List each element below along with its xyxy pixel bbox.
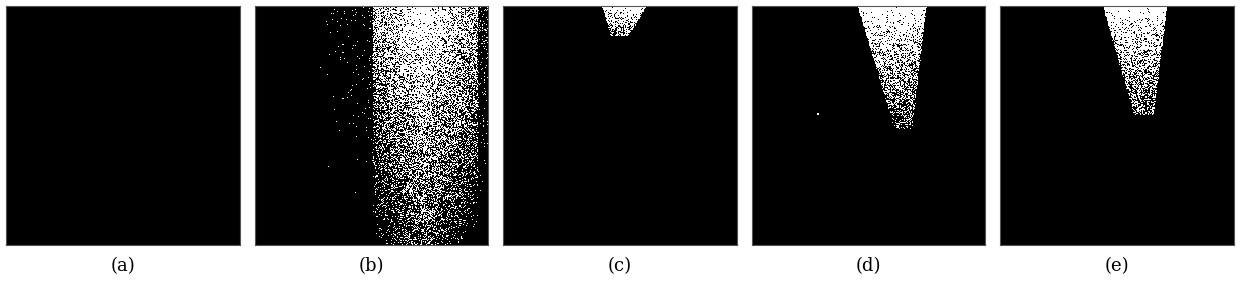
Text: (e): (e) bbox=[1105, 257, 1130, 275]
Text: (b): (b) bbox=[358, 257, 384, 275]
Text: (c): (c) bbox=[608, 257, 632, 275]
Text: (a): (a) bbox=[110, 257, 135, 275]
Text: (d): (d) bbox=[856, 257, 882, 275]
